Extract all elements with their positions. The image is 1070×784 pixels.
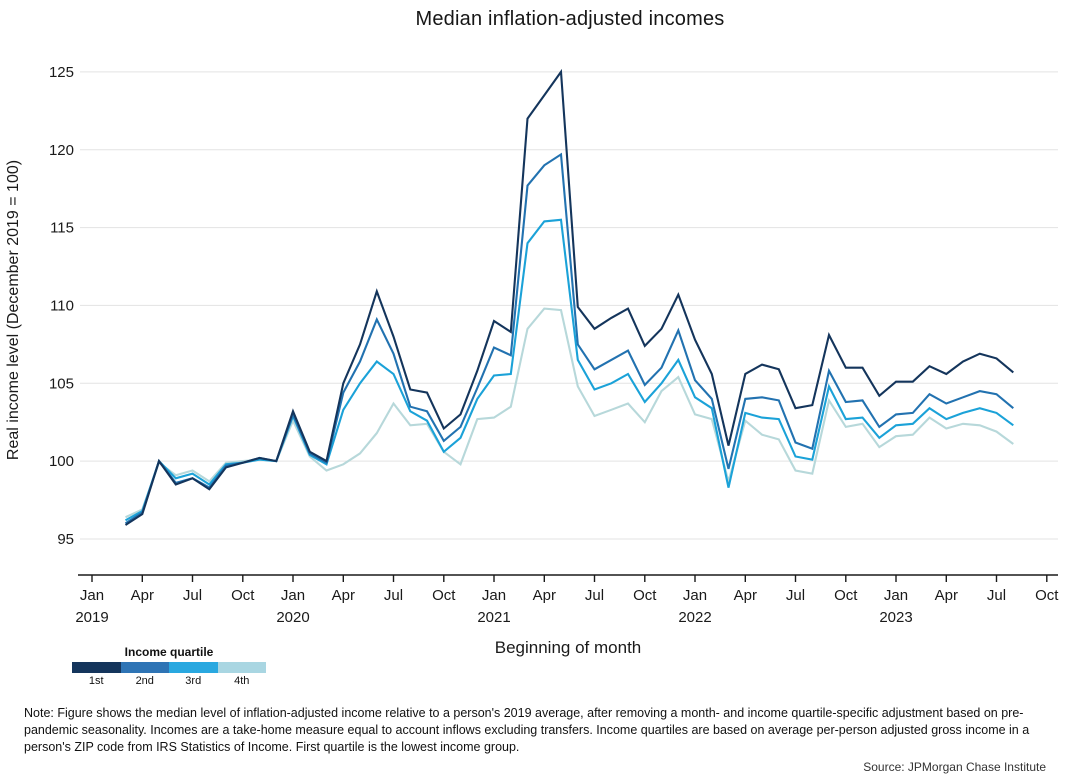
y-tick-label: 110 bbox=[50, 297, 74, 314]
x-tick-label: Jul bbox=[585, 587, 604, 604]
x-tick-label: Oct bbox=[1035, 587, 1059, 604]
x-tick-label: Apr bbox=[131, 587, 154, 604]
series-line-2nd-quartile bbox=[124, 152, 1014, 525]
gridlines bbox=[80, 71, 1058, 540]
legend-label-3rd: 3rd bbox=[185, 675, 202, 687]
x-tick-label: Apr bbox=[935, 587, 958, 604]
x-tick-label: Oct bbox=[231, 587, 255, 604]
x-tick-label: Jul bbox=[987, 587, 1006, 604]
x-tick-label: Jan bbox=[281, 587, 305, 604]
x-axis: Jan 2019 Apr Jul Oct Jan 2020 Apr Jul Oct Jan 2021 A… bbox=[75, 574, 1059, 626]
x-tick-label: Jul bbox=[786, 587, 805, 604]
y-tick-label: 95 bbox=[57, 531, 74, 548]
x-tick-label: Apr bbox=[533, 587, 556, 604]
x-tick-year-label: 2023 bbox=[879, 609, 912, 626]
page-title: Median inflation-adjusted incomes bbox=[415, 8, 725, 30]
y-tick-label: 115 bbox=[50, 220, 74, 237]
source-text: Source: JPMorgan Chase Institute bbox=[863, 760, 1046, 774]
x-tick-label: Jul bbox=[384, 587, 403, 604]
y-axis-tick-labels: 95 100 105 110 115 120 125 bbox=[49, 64, 74, 548]
x-tick-label: Jan bbox=[683, 587, 707, 604]
x-tick-label: Oct bbox=[432, 587, 456, 604]
series-line-3rd-quartile bbox=[124, 218, 1014, 522]
legend-swatch-2nd bbox=[120, 662, 169, 673]
x-tick-label: Jan bbox=[482, 587, 506, 604]
legend-label-4th: 4th bbox=[234, 675, 250, 687]
y-tick-label: 125 bbox=[49, 64, 74, 81]
legend-label-1st: 1st bbox=[88, 675, 104, 687]
x-tick-label: Oct bbox=[834, 587, 858, 604]
x-tick-label: Apr bbox=[332, 587, 355, 604]
series-line-4th-quartile bbox=[125, 307, 1014, 519]
legend-swatch-3rd bbox=[169, 662, 218, 673]
y-tick-label: 105 bbox=[49, 375, 74, 392]
legend-labels: 1st 2nd 3rd 4th bbox=[72, 675, 266, 687]
y-tick-label: 100 bbox=[49, 453, 74, 470]
series-lines bbox=[124, 68, 1014, 526]
note-text: Note: Figure shows the median level of i… bbox=[24, 706, 1030, 754]
x-tick-label: Apr bbox=[734, 587, 757, 604]
legend-title: Income quartile bbox=[124, 645, 214, 659]
x-tick-year-label: 2022 bbox=[678, 609, 711, 626]
x-tick-label: Oct bbox=[633, 587, 657, 604]
legend: Income quartile 1st 2nd 3rd 4th bbox=[72, 645, 266, 687]
x-axis-title: Beginning of month bbox=[495, 638, 642, 657]
x-tick-label: Jan bbox=[884, 587, 908, 604]
legend-label-2nd: 2nd bbox=[135, 675, 154, 687]
x-tick-year-label: 2021 bbox=[477, 609, 510, 626]
legend-swatch-4th bbox=[217, 662, 266, 673]
legend-color-bar bbox=[72, 662, 266, 673]
y-tick-label: 120 bbox=[49, 142, 74, 159]
x-tick-year-label: 2020 bbox=[276, 609, 309, 626]
x-tick-label: Jan bbox=[80, 587, 104, 604]
series-line-1st-quartile bbox=[124, 68, 1014, 526]
x-tick-label: Jul bbox=[183, 587, 202, 604]
legend-swatch-1st bbox=[72, 662, 121, 673]
x-tick-year-label: 2019 bbox=[75, 609, 108, 626]
y-axis-title: Real income level (December 2019 = 100) bbox=[5, 160, 22, 460]
